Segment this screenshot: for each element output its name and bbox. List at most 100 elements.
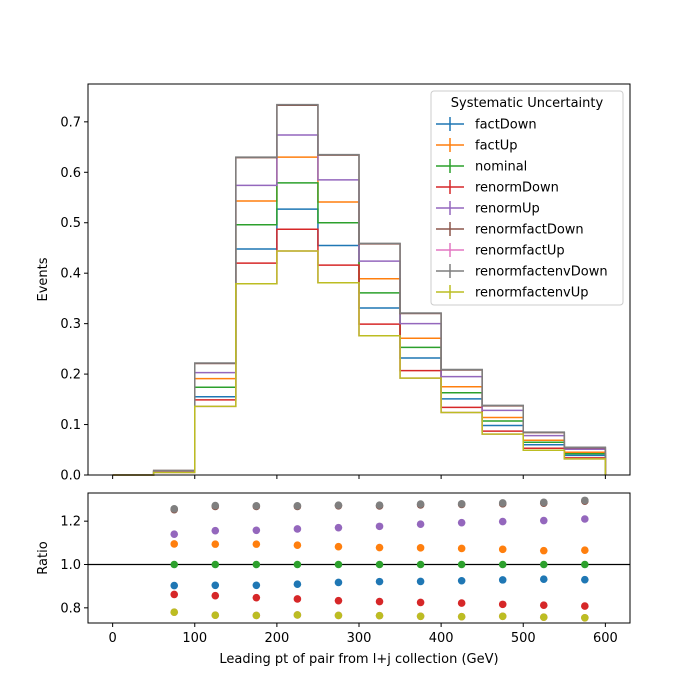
x-tick-label: 300 (347, 631, 372, 646)
x-tick-label: 400 (429, 631, 454, 646)
ratio-point (334, 523, 343, 532)
ratio-point (416, 500, 425, 508)
ratio-point (375, 597, 384, 606)
ratio-point (334, 560, 343, 569)
ratio-point (539, 601, 548, 610)
ratio-point (498, 576, 507, 584)
ratio-y-tick-label: 1.2 (60, 515, 81, 530)
ratio-point (498, 600, 507, 609)
ratio-point (293, 501, 302, 510)
legend-entry-renormfactenvDown: renormfactenvDown (436, 264, 608, 280)
legend-label: renormUp (475, 202, 540, 217)
ratio-point (211, 560, 220, 569)
legend-entry-factDown: factDown (436, 117, 537, 133)
ratio-y-axis-label: Ratio (36, 541, 51, 574)
legend-entry-renormDown: renormDown (436, 180, 559, 196)
ratio-point (416, 560, 425, 569)
main-step-series (112, 103, 607, 476)
x-tick-label: 600 (593, 631, 618, 646)
ratio-point (211, 611, 220, 619)
ratio-point (293, 525, 302, 533)
ratio-point (334, 542, 343, 551)
ratio-point (252, 593, 261, 602)
main-y-axis-label: Events (36, 257, 51, 301)
ratio-point (581, 614, 589, 622)
ratio-point (457, 599, 466, 607)
x-axis-label: Leading pt of pair from l+j collection (… (219, 652, 498, 667)
x-tick-label: 200 (264, 631, 289, 646)
ratio-point (457, 544, 466, 553)
main-y-tick-label: 0.5 (60, 216, 81, 231)
ratio-point (498, 499, 507, 507)
ratio-point (170, 530, 179, 538)
ratio-series-renormDown (170, 590, 589, 610)
ratio-point (581, 602, 589, 610)
step-series-renormfactenvDown (112, 103, 607, 476)
ratio-point (581, 560, 589, 569)
ratio-point (375, 501, 384, 509)
ratio-point (539, 516, 548, 525)
ratio-point (539, 575, 548, 584)
ratio-point (416, 598, 425, 607)
ratio-panel: 0.8 1.0 1.2 0 100 200 300 400 500 600 Ratio Lead… (36, 492, 631, 667)
legend-label: factUp (475, 139, 518, 154)
x-tick-label: 100 (182, 631, 207, 646)
main-y-tick-label: 0.2 (60, 368, 81, 383)
ratio-point (498, 612, 507, 621)
ratio-point (252, 526, 261, 535)
ratio-series-factDown (170, 575, 589, 590)
ratio-point (293, 595, 302, 603)
ratio-point (539, 613, 548, 621)
ratio-point (170, 608, 179, 616)
ratio-point (581, 546, 589, 554)
legend-entry-renormfactDown: renormfactDown (436, 222, 584, 238)
x-tick-label: 0 (108, 631, 116, 646)
ratio-point (211, 540, 220, 548)
ratio-point (457, 518, 466, 527)
ratio-series-renormUp (170, 515, 589, 538)
ratio-series-renormfactenvUp (170, 608, 589, 622)
ratio-point (457, 576, 466, 585)
ratio-points (170, 496, 589, 622)
ratio-point (498, 560, 507, 569)
legend-label: nominal (475, 160, 527, 175)
ratio-point (498, 517, 507, 526)
ratio-series-nominal (170, 560, 589, 569)
x-tick-label: 500 (511, 631, 536, 646)
ratio-point (416, 520, 425, 528)
ratio-point (252, 611, 261, 620)
legend-box (430, 90, 624, 306)
legend-label: renormDown (475, 181, 559, 196)
ratio-point (252, 540, 261, 548)
ratio-point (170, 590, 179, 599)
ratio-point (539, 560, 548, 569)
ratio-point (375, 522, 384, 531)
ratio-point (416, 612, 425, 621)
ratio-point (375, 560, 384, 569)
ratio-point (375, 577, 384, 586)
ratio-y-tick-label: 0.8 (60, 601, 81, 616)
main-histogram-panel: 0.0 0.1 0.2 0.3 0.4 0.5 0.6 0.7 Events Systemat… (36, 83, 631, 484)
ratio-x-ticks: 0 100 200 300 400 500 600 (108, 623, 618, 646)
main-y-tick-label: 0.0 (60, 469, 81, 484)
ratio-point (581, 575, 589, 584)
ratio-point (581, 515, 589, 523)
legend-label: renormfactenvUp (475, 286, 589, 301)
ratio-point (211, 526, 220, 535)
ratio-point (457, 560, 466, 569)
legend-label: renormfactUp (475, 244, 565, 259)
ratio-point (293, 560, 302, 569)
main-y-tick-label: 0.7 (60, 115, 81, 130)
main-y-tick-label: 0.4 (60, 267, 81, 282)
ratio-point (293, 611, 302, 619)
ratio-point (252, 501, 261, 510)
ratio-point (457, 612, 466, 621)
ratio-point (334, 501, 343, 509)
legend-entries: factDown factUp nominal renormDown renormUp r… (436, 117, 608, 301)
step-series-renormfactenvUp (112, 250, 607, 476)
ratio-point (252, 560, 261, 569)
ratio-point (211, 591, 220, 600)
ratio-point (293, 580, 302, 589)
ratio-point (170, 581, 179, 590)
